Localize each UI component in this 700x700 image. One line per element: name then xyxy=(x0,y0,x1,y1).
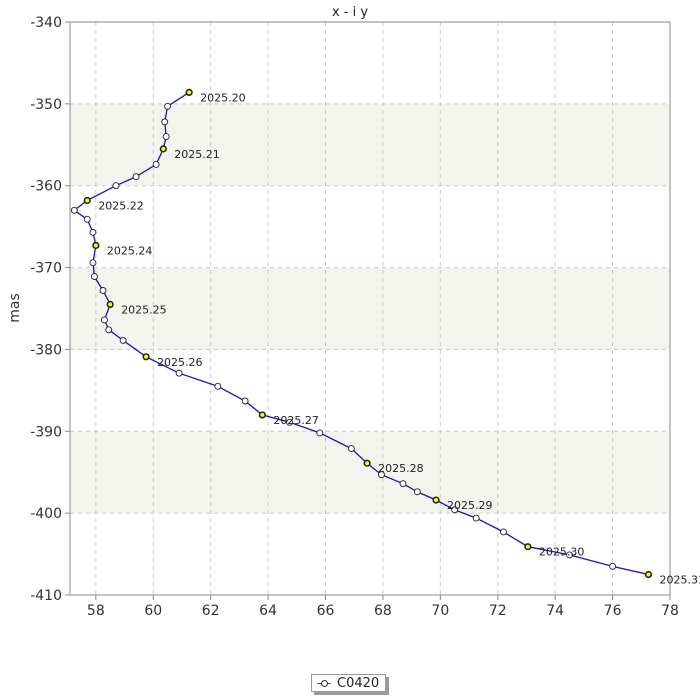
y-tick-label: -340 xyxy=(30,15,62,31)
epoch-marker xyxy=(142,353,150,361)
x-tick-label: 66 xyxy=(317,603,335,619)
epoch-marker xyxy=(524,543,532,551)
data-point xyxy=(413,488,421,496)
point-label: 2025.27 xyxy=(273,414,319,427)
y-tick-label: -400 xyxy=(30,506,62,522)
plot-bands xyxy=(70,103,670,514)
data-point xyxy=(164,102,172,110)
x-tick-label: 68 xyxy=(374,603,392,619)
data-point xyxy=(119,336,127,344)
data-point xyxy=(609,562,617,570)
x-axis: 58 60 62 64 66 68 70 72 74 76 78 xyxy=(87,595,679,619)
epoch-marker xyxy=(185,88,193,96)
point-label: 2025.24 xyxy=(107,244,152,257)
data-point xyxy=(83,215,91,223)
data-point xyxy=(152,160,160,168)
y-tick-label: -350 xyxy=(30,97,62,113)
data-point xyxy=(566,551,573,559)
x-tick-label: 58 xyxy=(87,603,105,619)
epoch-marker xyxy=(258,411,266,419)
band-1 xyxy=(70,267,670,350)
data-point xyxy=(451,506,459,514)
epoch-marker xyxy=(106,300,114,309)
legend: C0420 xyxy=(311,674,387,692)
point-label: 2025.26 xyxy=(157,356,203,369)
data-point xyxy=(70,206,78,214)
point-label: 2025.20 xyxy=(200,91,246,104)
point-label: 2025.29 xyxy=(447,499,493,512)
data-point xyxy=(500,528,507,536)
data-point xyxy=(89,259,97,267)
point-label: 2025.21 xyxy=(174,148,220,161)
point-label: 2025.25 xyxy=(121,303,167,316)
epoch-marker xyxy=(363,459,371,467)
x-tick-label: 76 xyxy=(604,603,622,619)
data-point xyxy=(472,514,480,522)
legend-marker-icon xyxy=(317,678,331,688)
data-point xyxy=(132,173,140,181)
data-point xyxy=(112,182,120,190)
epoch-marker xyxy=(644,570,653,579)
plot-area xyxy=(69,21,671,596)
data-point xyxy=(162,133,170,141)
data-point xyxy=(161,118,169,126)
x-tick-label: 62 xyxy=(202,603,220,619)
data-point xyxy=(100,316,108,324)
data-point xyxy=(399,480,407,488)
y-tick-label: -390 xyxy=(30,424,62,440)
data-point xyxy=(90,273,98,281)
data-point xyxy=(286,418,294,426)
x-tick-label: 64 xyxy=(259,603,277,619)
x-tick-label: 72 xyxy=(489,603,507,619)
band-0 xyxy=(70,103,670,186)
epoch-marker xyxy=(83,196,91,205)
data-point xyxy=(99,287,107,294)
y-tick-label: -360 xyxy=(30,179,62,195)
x-tick-label: 74 xyxy=(546,603,564,619)
point-label: 2025.31 xyxy=(659,574,700,587)
epoch-marker xyxy=(432,496,440,504)
y-tick-label: -370 xyxy=(30,261,62,277)
band-2 xyxy=(70,431,670,514)
data-point xyxy=(175,369,183,377)
data-point xyxy=(89,228,97,236)
x-tick-label: 78 xyxy=(661,603,679,619)
series-line xyxy=(73,91,649,576)
point-label: 2025.22 xyxy=(98,199,144,212)
data-point xyxy=(347,445,355,452)
point-labels: 2025.20 2025.21 2025.22 2025.24 2025.25 2025.… xyxy=(98,91,700,586)
point-label: 2025.28 xyxy=(378,462,424,475)
x-tick-label: 70 xyxy=(431,603,449,619)
data-point xyxy=(241,397,249,405)
chart-title: x - i y xyxy=(332,5,368,20)
y-axis: -410 -400 -390 -380 -370 -360 -350 -340 xyxy=(30,15,70,604)
y-tick-label: -380 xyxy=(30,342,62,358)
data-point xyxy=(378,471,385,479)
y-axis-title: mas xyxy=(7,293,23,323)
x-tick-label: 60 xyxy=(144,603,162,619)
legend-label: C0420 xyxy=(337,675,380,691)
point-label: 2025.30 xyxy=(539,546,585,559)
data-point xyxy=(316,429,324,437)
data-point xyxy=(214,382,222,390)
epoch-marker xyxy=(159,145,167,153)
epoch-marker xyxy=(92,241,100,250)
series-c0420 xyxy=(70,88,653,579)
data-point xyxy=(105,326,113,334)
y-tick-label: -410 xyxy=(30,588,62,604)
